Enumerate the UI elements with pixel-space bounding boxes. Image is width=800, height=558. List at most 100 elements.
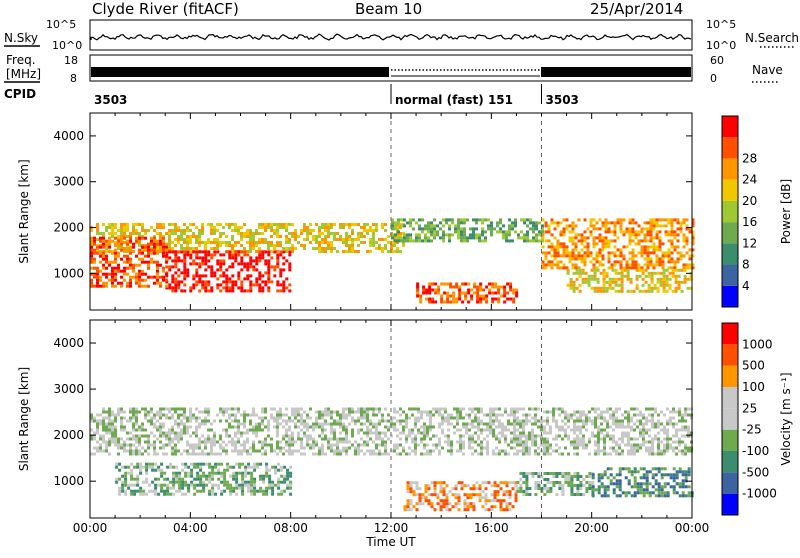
scatter-cell — [508, 230, 511, 233]
scatter-cell — [324, 241, 327, 244]
scatter-cell — [621, 284, 624, 287]
scatter-cell — [174, 444, 177, 447]
scatter-cell — [648, 441, 651, 444]
scatter-cell — [597, 453, 600, 456]
scatter-cell — [150, 252, 153, 255]
scatter-cell — [222, 408, 225, 411]
scatter-cell — [300, 429, 303, 432]
scatter-cell — [481, 221, 484, 224]
scatter-cell — [588, 278, 591, 281]
beam-label: Beam 10 — [355, 0, 422, 18]
scatter-cell — [528, 472, 531, 475]
scatter-cell — [126, 267, 129, 270]
scatter-cell — [259, 487, 262, 490]
scatter-cell — [192, 223, 195, 226]
scatter-cell — [597, 414, 600, 417]
scatter-cell — [276, 453, 279, 456]
scatter-cell — [451, 221, 454, 224]
scatter-cell — [129, 450, 132, 453]
scatter-cell — [214, 493, 217, 496]
scatter-cell — [207, 238, 210, 241]
scatter-cell — [455, 301, 458, 304]
scatter-cell — [339, 423, 342, 426]
scatter-cell — [145, 463, 148, 466]
scatter-cell — [145, 469, 148, 472]
scatter-cell — [450, 444, 453, 447]
scatter-cell — [647, 245, 650, 248]
scatter-cell — [615, 441, 618, 444]
scatter-cell — [601, 485, 604, 488]
scatter-cell — [573, 453, 576, 456]
scatter-cell — [351, 432, 354, 435]
scatter-cell — [225, 420, 228, 423]
scatter-cell — [636, 450, 639, 453]
scatter-cell — [291, 432, 294, 435]
scatter-cell — [576, 269, 579, 272]
scatter-cell — [516, 417, 519, 420]
scatter-cell — [594, 426, 597, 429]
scatter-cell — [195, 280, 198, 283]
scatter-cell — [511, 224, 514, 227]
scatter-cell — [463, 233, 466, 236]
scatter-cell — [147, 229, 150, 232]
scatter-cell — [315, 247, 318, 250]
scatter-cell — [156, 282, 159, 285]
scatter-cell — [397, 236, 400, 239]
scatter-cell — [153, 282, 156, 285]
scatter-cell — [643, 482, 646, 485]
scatter-cell — [225, 450, 228, 453]
scatter-cell — [537, 420, 540, 423]
scatter-cell — [614, 227, 617, 230]
scatter-cell — [165, 243, 168, 246]
scatter-cell — [673, 491, 676, 494]
scatter-cell — [434, 289, 437, 292]
scatter-cell — [442, 218, 445, 221]
scatter-cell — [419, 499, 422, 502]
scatter-cell — [118, 463, 121, 466]
scatter-cell — [249, 259, 252, 262]
scatter-cell — [585, 417, 588, 420]
scatter-cell — [195, 262, 198, 265]
scatter-cell — [208, 493, 211, 496]
scatter-cell — [479, 493, 482, 496]
colorbar-segment — [722, 243, 738, 264]
scatter-cell — [467, 484, 470, 487]
scatter-cell — [330, 247, 333, 250]
scatter-cell — [162, 267, 165, 270]
scatter-cell — [555, 472, 558, 475]
scatter-cell — [593, 239, 596, 242]
scatter-cell — [237, 438, 240, 441]
scatter-cell — [255, 283, 258, 286]
scatter-cell — [561, 438, 564, 441]
scatter-cell — [473, 487, 476, 490]
scatter-cell — [120, 420, 123, 423]
scatter-cell — [240, 268, 243, 271]
scatter-cell — [465, 423, 468, 426]
scatter-cell — [664, 473, 667, 476]
scatter-cell — [132, 417, 135, 420]
scatter-cell — [225, 408, 228, 411]
scatter-cell — [231, 450, 234, 453]
scatter-cell — [265, 463, 268, 466]
scatter-cell — [594, 423, 597, 426]
scatter-cell — [570, 281, 573, 284]
scatter-cell — [483, 438, 486, 441]
scatter-cell — [276, 423, 279, 426]
scatter-cell — [660, 278, 663, 281]
scatter-cell — [237, 262, 240, 265]
scatter-cell — [444, 420, 447, 423]
scatter-cell — [429, 417, 432, 420]
scatter-cell — [102, 240, 105, 243]
scatter-cell — [631, 485, 634, 488]
scatter-cell — [540, 429, 543, 432]
scatter-cell — [207, 265, 210, 268]
scatter-cell — [180, 289, 183, 292]
scatter-cell — [235, 484, 238, 487]
scatter-cell — [300, 420, 303, 423]
scatter-cell — [432, 444, 435, 447]
scatter-cell — [171, 438, 174, 441]
scatter-cell — [372, 414, 375, 417]
scatter-cell — [612, 450, 615, 453]
scatter-cell — [573, 441, 576, 444]
scatter-cell — [493, 227, 496, 230]
